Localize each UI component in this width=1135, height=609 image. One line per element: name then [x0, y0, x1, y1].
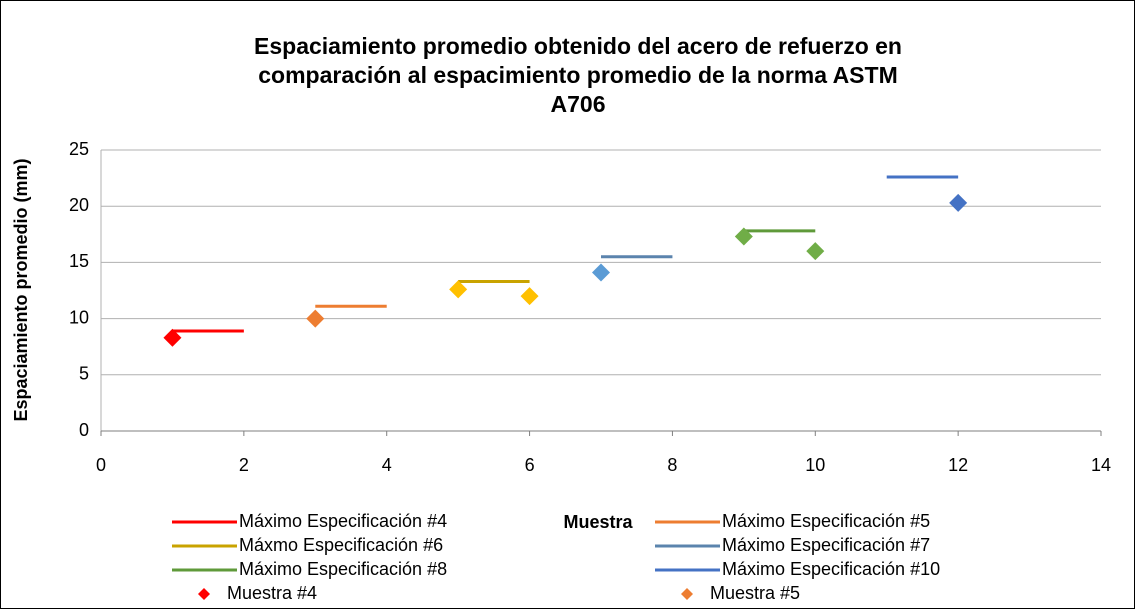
x-tick-label: 14	[1091, 455, 1111, 475]
legend-label: Muestra #5	[710, 583, 800, 603]
y-tick-label: 0	[79, 420, 89, 440]
x-tick-label: 8	[667, 455, 677, 475]
series-marker	[806, 242, 825, 261]
x-axis-label: Muestra	[563, 512, 633, 532]
y-tick-label: 15	[69, 251, 89, 271]
series-marker	[592, 263, 610, 282]
series-marker	[449, 280, 468, 299]
legend-label: Máximo Especificación #4	[239, 511, 447, 531]
series-marker	[949, 193, 968, 212]
legend-label: Máximo Especificación #10	[722, 559, 940, 579]
legend-label: Máxmo Especificación #6	[239, 535, 443, 555]
series-marker	[520, 287, 539, 306]
x-tick-label: 10	[805, 455, 825, 475]
y-axis-label: Espaciamiento promedio (mm)	[11, 158, 31, 421]
legend-label: Máximo Especificación #5	[722, 511, 930, 531]
legend-label: Muestra #4	[227, 583, 317, 603]
y-tick-label: 5	[79, 364, 89, 384]
legend-label: Máximo Especificación #8	[239, 559, 447, 579]
series-marker	[163, 328, 182, 347]
series-marker	[734, 227, 753, 246]
x-tick-label: 2	[239, 455, 249, 475]
x-tick-label: 6	[525, 455, 535, 475]
y-tick-label: 20	[69, 195, 89, 215]
x-tick-label: 0	[96, 455, 106, 475]
x-tick-label: 12	[948, 455, 968, 475]
y-tick-label: 10	[69, 307, 89, 327]
legend-marker	[681, 588, 693, 600]
legend-label: Máximo Especificación #7	[722, 535, 930, 555]
x-tick-label: 4	[382, 455, 392, 475]
legend-marker	[198, 588, 210, 600]
chart-title: Espaciamiento promedio obtenido del acer…	[254, 33, 902, 117]
series-marker	[306, 309, 325, 328]
y-tick-label: 25	[69, 139, 89, 159]
